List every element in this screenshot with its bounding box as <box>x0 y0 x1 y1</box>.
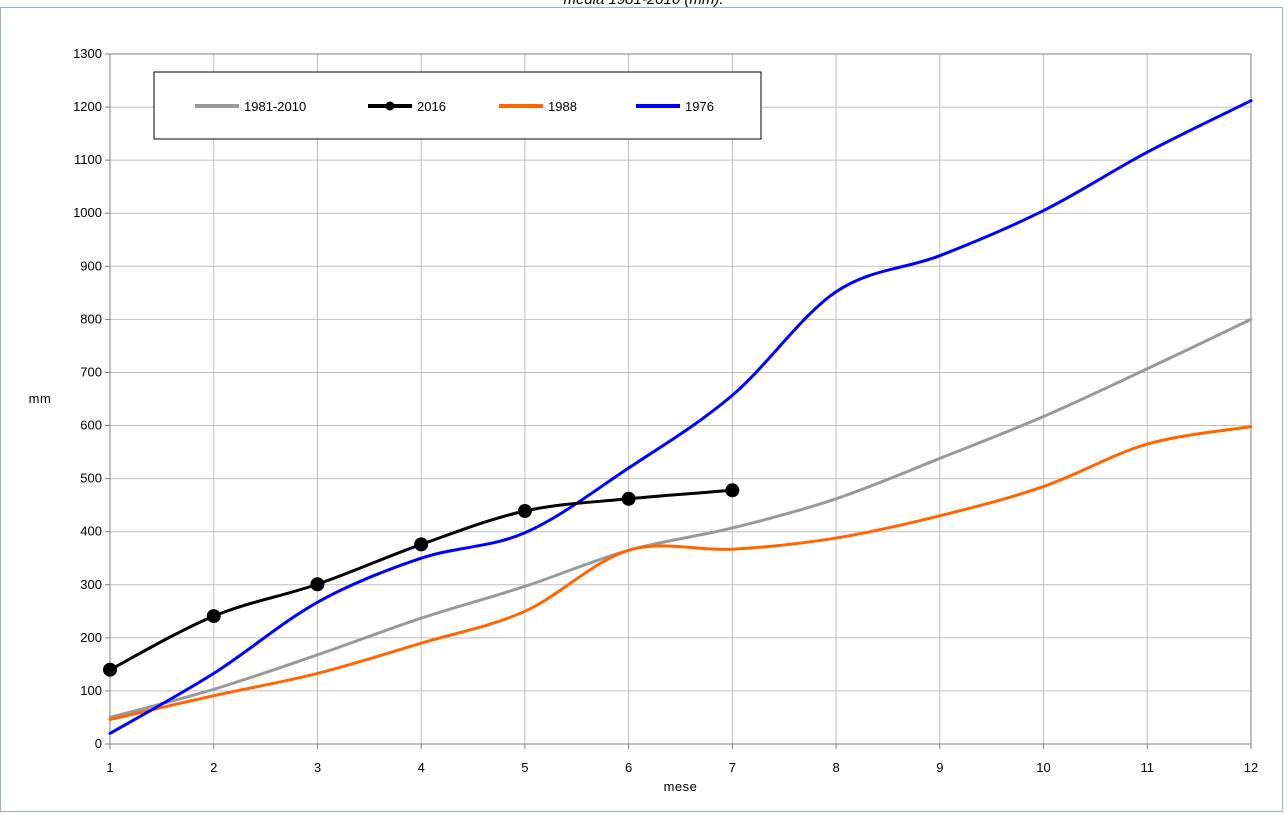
legend-label: 1976 <box>685 99 714 114</box>
legend: 1981-2010 2016 1988 1976 <box>153 71 762 140</box>
x-tick-label: 2 <box>210 760 217 775</box>
y-axis-label: mm <box>29 391 52 406</box>
data-point-2016 <box>103 662 117 677</box>
data-point-2016 <box>310 577 325 592</box>
series-line-1981-2010 <box>108 317 1253 719</box>
x-tick-label: 4 <box>418 760 425 775</box>
y-tick-label: 800 <box>80 311 102 326</box>
y-tick-label: 600 <box>80 418 102 433</box>
x-tick-label: 6 <box>625 760 632 775</box>
chart-frame <box>0 7 1283 812</box>
y-tick-label: 1100 <box>74 152 102 167</box>
x-tick-label: 10 <box>1036 760 1050 775</box>
series-line-1976 <box>108 99 1253 735</box>
series-line-1988 <box>108 425 1253 722</box>
x-axis-label: mese <box>664 779 698 794</box>
x-tick-label: 3 <box>314 760 321 775</box>
y-tick-label: 300 <box>80 577 102 592</box>
y-tick-label: 500 <box>80 471 102 486</box>
y-tick-label: 1300 <box>73 46 102 61</box>
y-tick-label: 900 <box>80 258 102 273</box>
legend-label: 1981-2010 <box>244 99 306 114</box>
x-tick-label: 7 <box>729 760 736 775</box>
y-tick-label: 1200 <box>73 99 102 114</box>
y-tick-label: 200 <box>80 630 102 645</box>
chart-title: media 1981-2010 (mm). <box>0 0 1287 8</box>
x-tick-label: 5 <box>521 760 528 775</box>
data-point-2016 <box>206 609 221 624</box>
data-point-2016 <box>414 537 429 552</box>
y-tick-label: 400 <box>80 524 102 539</box>
data-point-2016 <box>621 491 636 506</box>
x-tick-label: 9 <box>936 760 943 775</box>
x-tick-label: 8 <box>832 760 839 775</box>
x-tick-label: 11 <box>1141 760 1155 775</box>
legend-label: 1988 <box>548 99 577 114</box>
y-tick-label: 1000 <box>73 205 102 220</box>
series-layer <box>103 99 1253 735</box>
axes: 0 100 200 300 400 500 600 700 800 900 1000 1100 1200… <box>73 46 1258 775</box>
plot-area-border <box>109 53 1252 745</box>
y-tick-label: 100 <box>80 683 102 698</box>
data-point-2016 <box>725 483 740 498</box>
y-tick-label: 700 <box>80 364 102 379</box>
legend-marker-2016 <box>385 101 395 111</box>
data-point-2016 <box>517 503 532 518</box>
x-tick-label: 12 <box>1244 760 1258 775</box>
y-tick-label: 0 <box>95 736 102 751</box>
x-tick-label: 1 <box>106 760 113 775</box>
legend-label: 2016 <box>417 99 446 114</box>
